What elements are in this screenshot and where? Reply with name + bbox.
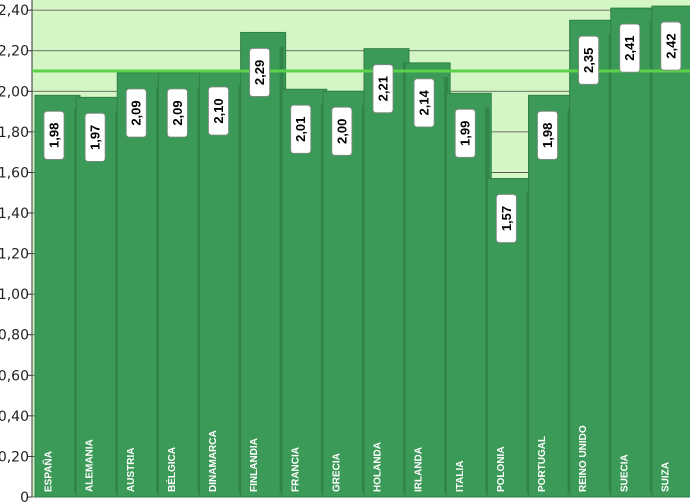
value-label: 1,98 bbox=[47, 123, 62, 148]
bar bbox=[117, 73, 163, 498]
value-label: 2,09 bbox=[170, 100, 185, 125]
value-label-box bbox=[43, 110, 65, 160]
value-label-box bbox=[495, 194, 517, 243]
category-label: DINAMARCA bbox=[208, 430, 219, 492]
category-label: GRECIA bbox=[331, 453, 342, 492]
bar bbox=[35, 95, 80, 497]
y-tick-label: 0,40 bbox=[0, 409, 29, 425]
value-label-box bbox=[578, 35, 600, 85]
bars bbox=[34, 5, 690, 498]
y-tick-label: 0,60 bbox=[0, 368, 29, 384]
value-label-box bbox=[660, 21, 682, 71]
bar bbox=[364, 48, 409, 497]
bar bbox=[240, 32, 286, 497]
bar-labels: 1,98 ESPAÑA 1,97 ALEMANIA 2,09 AUSTRIA 2,09 BÉL… bbox=[42, 21, 682, 492]
y-tick-label: 1,00 bbox=[0, 287, 29, 303]
category-label: PORTUGAL bbox=[537, 436, 548, 492]
y-tick-label: 1,40 bbox=[0, 206, 29, 222]
value-label: 2,10 bbox=[211, 98, 226, 123]
value-label-box bbox=[290, 104, 312, 154]
category-label: ITALIA bbox=[455, 461, 466, 492]
category-label: HOLANDA bbox=[373, 442, 384, 492]
value-label-box bbox=[619, 23, 641, 73]
value-label: 2,14 bbox=[417, 89, 432, 115]
bar bbox=[610, 8, 656, 497]
value-label-box bbox=[84, 112, 106, 162]
y-tick-label: 2,20 bbox=[0, 44, 29, 60]
value-label-box bbox=[537, 110, 558, 160]
y-tick-label: 1,80 bbox=[0, 125, 29, 141]
bar bbox=[281, 89, 327, 497]
bar bbox=[322, 91, 368, 498]
y-tick-label: 2,00 bbox=[0, 84, 29, 100]
value-label-box bbox=[413, 78, 435, 128]
value-label: 1,98 bbox=[540, 123, 555, 148]
bar bbox=[76, 97, 122, 497]
value-label-box bbox=[125, 88, 147, 138]
bar bbox=[446, 93, 492, 498]
value-label-box bbox=[454, 108, 476, 158]
y-tick-label: 1,20 bbox=[0, 247, 29, 263]
y-tick-label: 2,40 bbox=[0, 3, 29, 19]
value-label-box bbox=[372, 64, 394, 114]
value-label-box bbox=[331, 106, 353, 156]
y-tick-label: 0,80 bbox=[0, 328, 29, 344]
bar bbox=[199, 71, 245, 497]
y-tick-label: 0 bbox=[20, 490, 29, 502]
category-label: SUIZA bbox=[660, 462, 671, 492]
bar bbox=[569, 20, 615, 498]
value-label: 2,21 bbox=[376, 76, 391, 101]
category-label: FINLANDIA bbox=[249, 438, 260, 492]
category-label: SUECIA bbox=[619, 454, 630, 492]
value-label-box bbox=[166, 88, 188, 138]
value-label: 2,35 bbox=[581, 48, 596, 73]
value-label: 1,99 bbox=[458, 121, 473, 146]
value-label: 2,41 bbox=[622, 35, 637, 60]
category-label: AUSTRIA bbox=[126, 448, 137, 492]
category-label: FRANCIA bbox=[290, 447, 301, 492]
value-label: 1,57 bbox=[499, 206, 514, 231]
value-label: 2,00 bbox=[334, 119, 349, 144]
y-tick-label: 0,20 bbox=[0, 449, 29, 465]
bar bbox=[158, 73, 204, 498]
value-label-box bbox=[249, 48, 271, 97]
category-label: BÉLGICA bbox=[165, 447, 178, 492]
bar bbox=[651, 6, 690, 497]
y-axis-ticks: 0 0,20 0,40 0,60 0,80 1,00 1,20 1,40 1,60 1,80 2,0… bbox=[0, 3, 32, 502]
category-label: IRLANDA bbox=[414, 447, 425, 492]
value-label-box bbox=[208, 86, 229, 136]
category-label: POLONIA bbox=[496, 446, 507, 492]
y-tick-label: 1,60 bbox=[0, 165, 29, 181]
value-label: 2,09 bbox=[129, 100, 144, 125]
value-label: 1,97 bbox=[88, 125, 103, 150]
category-label: REINO UNIDO bbox=[578, 425, 589, 492]
bar-outline bbox=[651, 5, 690, 498]
bar bbox=[405, 62, 451, 498]
bar bbox=[528, 95, 574, 497]
value-label: 2,42 bbox=[663, 33, 678, 58]
value-label: 2,29 bbox=[252, 60, 267, 85]
value-label: 2,01 bbox=[293, 117, 308, 142]
category-label: ALEMANIA bbox=[85, 439, 96, 492]
category-label: ESPAÑA bbox=[42, 451, 55, 492]
